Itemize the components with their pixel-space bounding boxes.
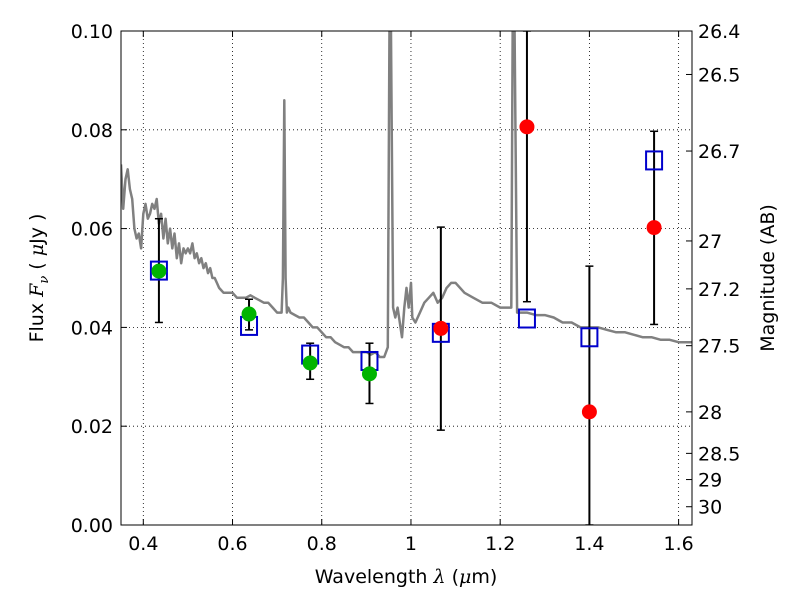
right-tick-label: 27.5 (698, 336, 740, 358)
x-axis-label: Wavelength λ (μm) (315, 566, 498, 588)
model-point (149, 260, 168, 281)
plot-frame (120, 30, 693, 526)
right-tick-label: 28 (698, 402, 722, 424)
axis-ticks: 0.4 0.6 0.8 1 1.2 1.4 1.6 0.00 0.02 0.04 0.06 0.08 0… (71, 21, 741, 555)
right-tick-label: 27.2 (698, 279, 740, 301)
right-tick-label: 26.7 (698, 141, 740, 163)
right-axis-label: Magnitude (AB) (757, 204, 779, 352)
x-tick-label: 0.4 (128, 533, 158, 555)
right-tick-label: 26.4 (698, 21, 740, 43)
model-point (517, 308, 536, 329)
spectrum-line (121, 31, 692, 359)
model-point (580, 327, 599, 348)
plot-area (121, 31, 692, 525)
detection-point (151, 263, 167, 279)
right-tick-label: 30 (698, 497, 722, 519)
upper-point (519, 119, 535, 135)
x-tick-label: 1.2 (485, 533, 515, 555)
y-tick-label: 0.00 (71, 515, 113, 537)
detection-point (241, 306, 257, 322)
right-tick-label: 26.5 (698, 64, 740, 86)
upper-point (646, 220, 662, 236)
right-tick-label: 28.5 (698, 443, 740, 465)
y-tick-label: 0.08 (71, 120, 113, 142)
detection-point (302, 355, 318, 371)
x-tick-label: 1 (405, 533, 417, 555)
y-tick-label: 0.02 (71, 416, 113, 438)
model-point (645, 150, 664, 171)
upper-point (433, 320, 449, 336)
y-tick-label: 0.04 (71, 317, 113, 339)
y-tick-label: 0.06 (71, 219, 113, 241)
x-tick-label: 0.8 (307, 533, 337, 555)
right-tick-label: 27 (698, 231, 722, 253)
x-tick-label: 0.6 (217, 533, 247, 555)
y-tick-label: 0.10 (71, 21, 113, 43)
upper-point (581, 404, 597, 420)
right-tick-label: 29 (698, 470, 722, 492)
x-tick-label: 1.4 (574, 533, 604, 555)
x-tick-label: 1.6 (664, 533, 694, 555)
detection-point (361, 366, 377, 382)
